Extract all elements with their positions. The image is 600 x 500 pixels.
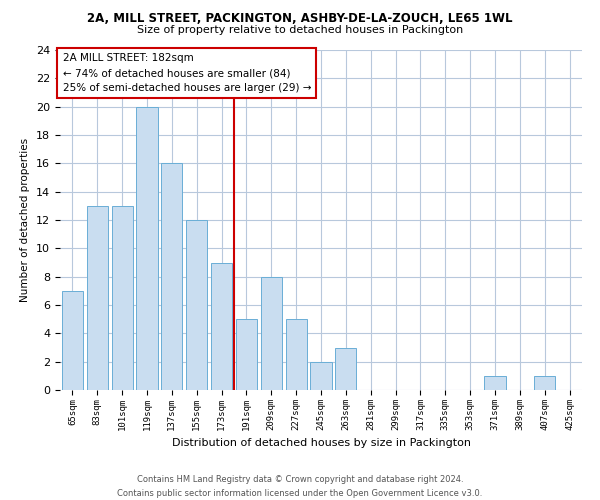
Bar: [484, 376, 506, 390]
Text: 2A MILL STREET: 182sqm
← 74% of detached houses are smaller (84)
25% of semi-det: 2A MILL STREET: 182sqm ← 74% of detached…: [62, 54, 311, 93]
Bar: [62, 291, 83, 390]
Bar: [136, 106, 158, 390]
Bar: [211, 262, 232, 390]
Bar: [534, 376, 555, 390]
Bar: [161, 164, 182, 390]
Bar: [335, 348, 356, 390]
Bar: [261, 276, 282, 390]
Bar: [87, 206, 108, 390]
X-axis label: Distribution of detached houses by size in Packington: Distribution of detached houses by size …: [172, 438, 470, 448]
Text: Size of property relative to detached houses in Packington: Size of property relative to detached ho…: [137, 25, 463, 35]
Y-axis label: Number of detached properties: Number of detached properties: [20, 138, 31, 302]
Bar: [286, 319, 307, 390]
Text: Contains HM Land Registry data © Crown copyright and database right 2024.
Contai: Contains HM Land Registry data © Crown c…: [118, 476, 482, 498]
Text: 2A, MILL STREET, PACKINGTON, ASHBY-DE-LA-ZOUCH, LE65 1WL: 2A, MILL STREET, PACKINGTON, ASHBY-DE-LA…: [87, 12, 513, 26]
Bar: [112, 206, 133, 390]
Bar: [186, 220, 207, 390]
Bar: [236, 319, 257, 390]
Bar: [310, 362, 332, 390]
